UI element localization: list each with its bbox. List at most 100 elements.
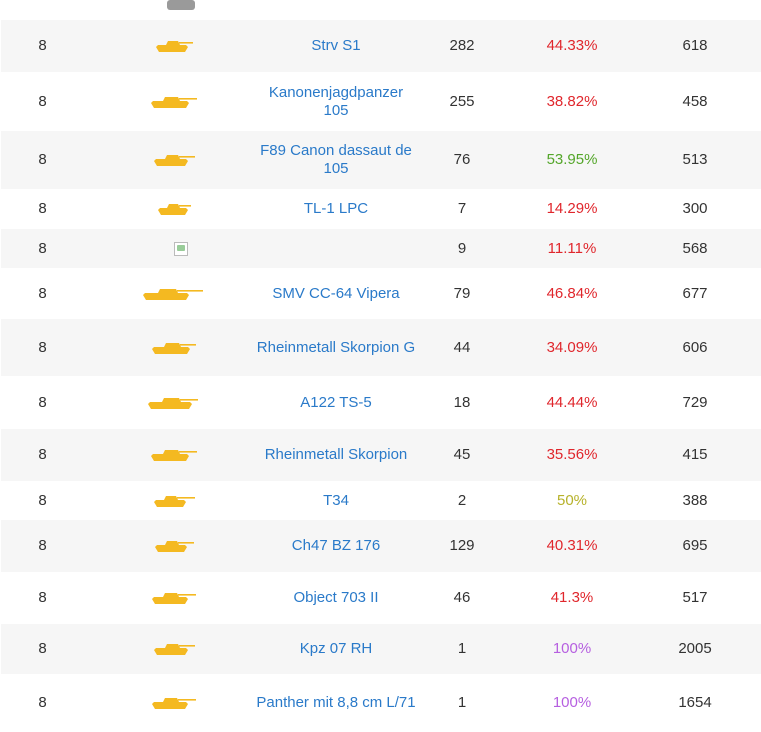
winrate-cell: 44.44% — [546, 393, 598, 411]
tank-name-link[interactable]: Rheinmetall Skorpion — [264, 446, 408, 463]
winrate-cell: 100% — [552, 694, 592, 711]
tank-silhouette-icon — [151, 450, 197, 461]
winrate-cell: 38.82% — [546, 92, 598, 110]
tank-name-link[interactable]: Kanonenjagdpanzer 105 — [268, 83, 404, 119]
tank-silhouette-icon — [152, 342, 196, 354]
avg-damage-cell: 513 — [682, 151, 708, 168]
tank-silhouette-icon — [152, 698, 196, 709]
avg-damage-cell: 458 — [682, 92, 708, 110]
table-row: 8 F89 Canon dassaut de 105 76 53.95% 513 — [1, 131, 761, 189]
tank-silhouette-icon — [143, 288, 203, 300]
tank-name-cell[interactable]: Rheinmetall Skorpion G — [256, 319, 416, 376]
battles-cell: 44 — [453, 338, 471, 356]
winrate-cell: 35.56% — [546, 446, 598, 463]
avg-damage-cell: 388 — [682, 491, 708, 509]
tank-icon-cell — [106, 189, 256, 229]
tank-silhouette-icon — [152, 593, 196, 604]
avg-damage-cell: 300 — [682, 200, 708, 217]
table-row: 8 A122 TS-5 18 44.44% 729 — [1, 376, 761, 429]
tier-cell: 8 — [38, 446, 47, 463]
battles-cell: 1 — [457, 640, 467, 657]
tank-name-cell[interactable]: Kpz 07 RH — [256, 624, 416, 674]
avg-damage-cell: 568 — [682, 239, 708, 257]
tank-icon-cell — [106, 229, 256, 268]
tank-name-link[interactable]: TL-1 LPC — [303, 200, 369, 217]
table-row: 8 9 11.11% 568 — [1, 229, 761, 268]
avg-damage-cell: 1654 — [678, 694, 712, 711]
tank-name-link[interactable]: Object 703 II — [293, 589, 379, 606]
tank-name-link[interactable]: Ch47 BZ 176 — [291, 537, 381, 554]
tank-icon-cell — [106, 20, 256, 72]
table-row: 8 Panther mit 8,8 cm L/71 1 100% 1654 — [1, 674, 761, 732]
avg-damage-cell: 618 — [682, 37, 708, 54]
tank-icon-cell — [106, 376, 256, 429]
tank-name-cell[interactable] — [256, 229, 416, 268]
winrate-cell: 41.3% — [550, 589, 594, 606]
battles-cell: 45 — [453, 446, 471, 463]
tank-name-link[interactable]: T34 — [323, 491, 349, 509]
winrate-cell: 53.95% — [546, 151, 598, 168]
tank-name-cell[interactable]: Strv S1 — [256, 20, 416, 72]
tank-silhouette-icon — [154, 644, 195, 655]
table-row: 8 Strv S1 282 44.33% 618 — [1, 20, 761, 72]
tank-name-cell[interactable]: F89 Canon dassaut de 105 — [256, 131, 416, 189]
tank-name-link[interactable]: Rheinmetall Skorpion G — [256, 338, 416, 356]
tank-name-link[interactable]: Panther mit 8,8 cm L/71 — [256, 694, 416, 711]
tank-name-link[interactable]: A122 TS-5 — [300, 393, 372, 411]
tank-icon-cell — [106, 429, 256, 481]
avg-damage-cell: 729 — [682, 393, 708, 411]
broken-image-icon — [174, 241, 188, 256]
tank-icon-cell — [106, 72, 256, 131]
tank-name-cell[interactable]: T34 — [256, 481, 416, 520]
tank-silhouette-icon — [156, 41, 193, 52]
tank-name-cell[interactable]: A122 TS-5 — [256, 376, 416, 429]
tank-icon-cell — [106, 268, 256, 319]
tank-name-link[interactable]: F89 Canon dassaut de 105 — [260, 142, 412, 177]
table-row: 8 Ch47 BZ 176 129 40.31% 695 — [1, 520, 761, 572]
tank-name-cell[interactable]: Kanonenjagdpanzer 105 — [256, 72, 416, 131]
tank-name-cell[interactable]: SMV CC-64 Vipera — [256, 268, 416, 319]
tank-name-link[interactable]: Kpz 07 RH — [299, 640, 373, 657]
avg-damage-cell: 517 — [682, 589, 708, 606]
avg-damage-cell: 415 — [682, 446, 708, 463]
winrate-cell: 44.33% — [546, 37, 598, 54]
table-row: 8 Rheinmetall Skorpion 45 35.56% 415 — [1, 429, 761, 481]
tier-cell: 8 — [38, 393, 47, 411]
winrate-cell: 40.31% — [546, 537, 598, 554]
winrate-cell: 11.11% — [547, 239, 597, 257]
tank-name-cell[interactable]: Ch47 BZ 176 — [256, 520, 416, 572]
avg-damage-cell: 695 — [682, 537, 708, 554]
table-row-partial — [1, 0, 761, 20]
tank-silhouette-icon — [106, 0, 256, 20]
battles-cell: 2 — [457, 491, 467, 509]
tank-name-cell[interactable]: TL-1 LPC — [256, 189, 416, 229]
tier-cell: 8 — [38, 338, 47, 356]
tank-name-cell[interactable]: Rheinmetall Skorpion — [256, 429, 416, 481]
tank-name-link[interactable]: SMV CC-64 Vipera — [272, 284, 400, 302]
table-row: 8 Kpz 07 RH 1 100% 2005 — [1, 624, 761, 674]
tier-cell: 8 — [38, 537, 47, 554]
tier-cell: 8 — [38, 37, 47, 54]
tank-icon-cell — [106, 674, 256, 732]
tank-name-cell[interactable]: Panther mit 8,8 cm L/71 — [256, 674, 416, 732]
tier-cell: 8 — [38, 640, 47, 657]
battles-cell: 79 — [453, 284, 471, 302]
tank-name-link[interactable]: Strv S1 — [311, 37, 361, 54]
battles-cell: 46 — [453, 589, 471, 606]
tank-silhouette-icon — [154, 495, 195, 507]
tier-cell: 8 — [38, 92, 47, 110]
tank-icon-cell — [106, 131, 256, 189]
battles-cell: 18 — [453, 393, 471, 411]
tank-name-cell[interactable]: Object 703 II — [256, 572, 416, 624]
winrate-cell: 14.29% — [546, 200, 598, 217]
tier-cell: 8 — [38, 491, 47, 509]
tank-silhouette-icon — [151, 96, 197, 108]
tier-cell: 8 — [38, 200, 47, 217]
tank-icon-cell — [106, 520, 256, 572]
tier-cell: 8 — [38, 239, 47, 257]
battles-cell: 1 — [457, 694, 467, 711]
winrate-cell: 50% — [556, 491, 588, 509]
battles-cell: 76 — [453, 151, 471, 168]
tier-cell: 8 — [38, 694, 47, 711]
tier-cell: 8 — [38, 151, 47, 168]
